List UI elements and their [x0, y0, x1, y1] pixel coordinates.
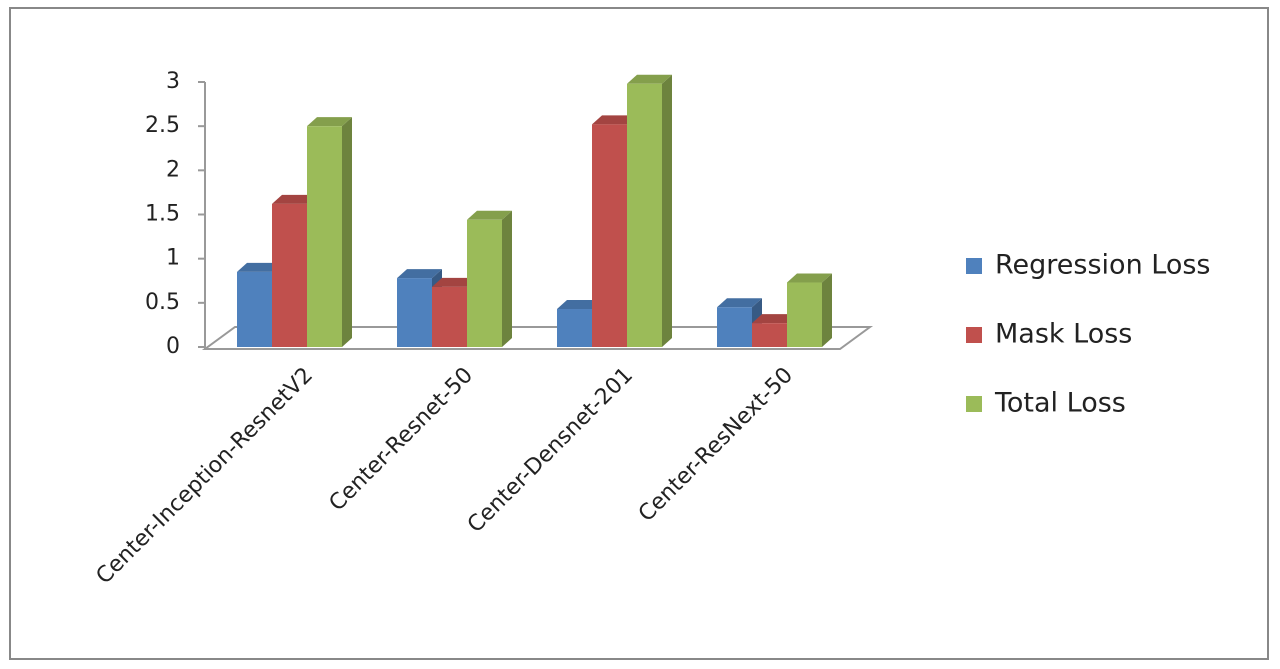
bar-top	[557, 300, 602, 310]
bar	[432, 286, 467, 347]
bar-top	[467, 210, 512, 220]
bar-top	[717, 298, 762, 308]
y-tick-label: 2.5	[145, 113, 180, 138]
bar-top	[272, 194, 317, 204]
bar-side	[662, 74, 672, 348]
bar	[467, 219, 502, 347]
bar	[592, 124, 627, 348]
y-tick-label: 3	[166, 69, 180, 94]
y-tick-label: 1	[166, 246, 180, 271]
bar-top	[432, 277, 477, 287]
legend-swatch	[966, 396, 982, 412]
bar-side	[342, 117, 352, 348]
bar	[397, 278, 432, 347]
legend-label: Mask Loss	[995, 319, 1132, 350]
bar	[787, 282, 822, 347]
y-tick-label: 1.5	[145, 202, 180, 227]
legend-swatch	[966, 258, 982, 274]
bar-side	[502, 210, 512, 347]
bar-top	[307, 117, 352, 127]
bar	[237, 271, 272, 347]
bar-top	[237, 262, 282, 272]
bar	[272, 203, 307, 347]
bar-top	[397, 269, 442, 279]
y-tick-label: 0	[166, 334, 180, 359]
legend-label: Total Loss	[994, 388, 1126, 419]
bar	[717, 307, 752, 347]
bar-top	[592, 115, 637, 125]
bar	[752, 323, 787, 347]
bar	[307, 126, 342, 348]
y-tick-label: 0.5	[145, 290, 180, 315]
bar-top	[787, 273, 832, 283]
floor	[201, 326, 874, 350]
bar-top	[627, 74, 672, 84]
legend-swatch	[966, 327, 982, 343]
y-tick-label: 2	[166, 157, 180, 182]
legend-label: Regression Loss	[995, 250, 1211, 281]
bar	[627, 83, 662, 348]
bar	[557, 309, 592, 347]
bar-side	[822, 273, 832, 347]
bar-top	[752, 314, 797, 324]
